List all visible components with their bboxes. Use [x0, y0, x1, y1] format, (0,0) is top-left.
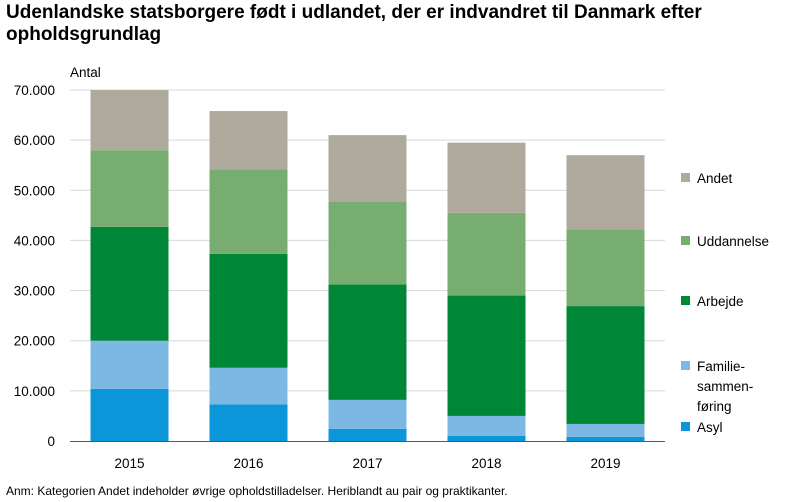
footnote: Anm: Kategorien Andet indeholder øvrige …	[6, 484, 508, 498]
y-tick-label: 30.000	[14, 284, 55, 299]
bar-segment	[328, 284, 407, 400]
bar-segment	[447, 415, 526, 436]
legend-label: Arbejde	[697, 294, 744, 309]
x-tick-label: 2017	[352, 456, 382, 471]
x-tick-label: 2016	[233, 456, 263, 471]
legend-label: føring	[697, 399, 732, 414]
x-tick-label: 2018	[471, 456, 501, 471]
bar-segment	[328, 399, 407, 429]
bar-segment	[90, 150, 169, 227]
bar-segment	[90, 388, 169, 441]
bar-segment	[566, 229, 645, 307]
bars	[90, 90, 645, 441]
bar-segment	[328, 201, 407, 285]
legend-label: Asyl	[697, 420, 723, 435]
bar-segment	[447, 142, 526, 213]
bar-segment	[566, 306, 645, 424]
bar-segment	[90, 340, 169, 389]
y-tick-label: 40.000	[14, 233, 55, 248]
chart-title: Udenlandske statsborgere født i udlandet…	[6, 2, 702, 45]
bar-segment	[447, 435, 526, 441]
y-axis-label: Antal	[70, 65, 101, 80]
bar-segment	[447, 295, 526, 416]
legend-swatch	[681, 422, 690, 431]
bar-segment	[566, 155, 645, 230]
bar-segment	[328, 428, 407, 441]
x-tick-label: 2015	[114, 456, 144, 471]
y-axis: 0 10.000 20.000 30.000 40.000 50.000 60.000 70.…	[14, 65, 101, 449]
legend-label: sammen-	[697, 379, 753, 394]
bar-segment	[328, 135, 407, 202]
bar-segment	[209, 404, 288, 441]
y-tick-label: 70.000	[14, 83, 55, 98]
legend-label: Andet	[697, 171, 733, 186]
y-tick-label: 10.000	[14, 384, 55, 399]
y-tick-label: 20.000	[14, 334, 55, 349]
legend-label: Uddannelse	[697, 234, 769, 249]
bar-segment	[209, 169, 288, 254]
x-tick-label: 2019	[590, 456, 620, 471]
y-tick-label: 50.000	[14, 183, 55, 198]
legend: Asyl Familie-sammen-føring Arbejde Uddannel…	[681, 171, 769, 435]
bar-segment	[209, 111, 288, 170]
y-tick-label: 0	[47, 434, 55, 449]
legend-swatch	[681, 236, 690, 245]
bar-segment	[447, 212, 526, 296]
legend-swatch	[681, 361, 690, 370]
legend-swatch	[681, 173, 690, 182]
legend-swatch	[681, 296, 690, 305]
bar-segment	[209, 253, 288, 368]
bar-segment	[90, 226, 169, 341]
y-tick-label: 60.000	[14, 133, 55, 148]
bar-segment	[566, 436, 645, 441]
bar-segment	[566, 423, 645, 437]
legend-label: Familie-	[697, 359, 745, 374]
bar-segment	[209, 367, 288, 405]
bar-segment	[90, 90, 169, 151]
x-axis: 2015 2016 2017 2018 2019	[70, 441, 665, 471]
